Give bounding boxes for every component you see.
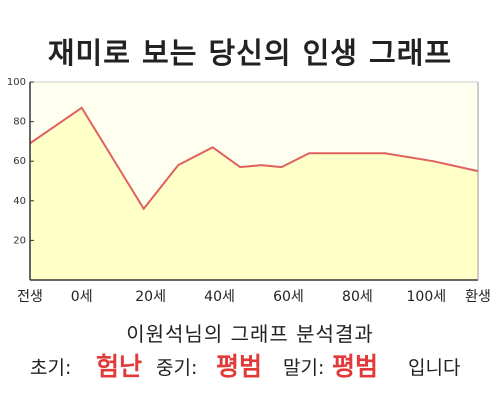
x-tick-label: 0세 (71, 289, 93, 305)
x-tick-label: 전생 (17, 289, 43, 305)
middle-value: 평범 (216, 352, 263, 381)
series-area (30, 107, 478, 280)
analysis-result-row: 초기: 험난 중기: 평범 말기: 평범 입니다 (30, 347, 490, 381)
analysis-subtitle: 이원석님의 그래프 분석결과 (126, 322, 374, 346)
x-tick-label: 80세 (342, 289, 373, 305)
x-tick-label: 60세 (273, 289, 304, 305)
late-label: 말기: (283, 357, 325, 379)
x-tick-label: 40세 (204, 289, 235, 305)
y-tick-label: 40 (13, 196, 26, 207)
x-tick-label: 100세 (407, 289, 447, 305)
middle-label: 중기: (156, 357, 198, 379)
y-tick-label: 80 (13, 117, 26, 128)
series-line (29, 106, 479, 211)
y-tick-label: 20 (13, 235, 26, 246)
y-tick-label: 60 (13, 156, 26, 167)
ending-text: 입니다 (408, 357, 461, 379)
life-graph-chart: 20 40 60 80 100 전생 0세 20세 40세 60세 80세 100세 환생 (7, 77, 491, 305)
late-value: 평범 (332, 352, 379, 381)
x-tick-label: 환생 (465, 289, 491, 305)
early-value: 험난 (96, 352, 143, 381)
plot-area: 20 40 60 80 100 전생 0세 20세 40세 60세 80세 100세 환생 (7, 77, 491, 305)
page-title: 재미로 보는 당신의 인생 그래프 (47, 36, 453, 70)
early-label: 초기: (30, 357, 72, 379)
x-tick-label: 20세 (135, 289, 166, 305)
y-tick-label: 100 (7, 77, 26, 88)
